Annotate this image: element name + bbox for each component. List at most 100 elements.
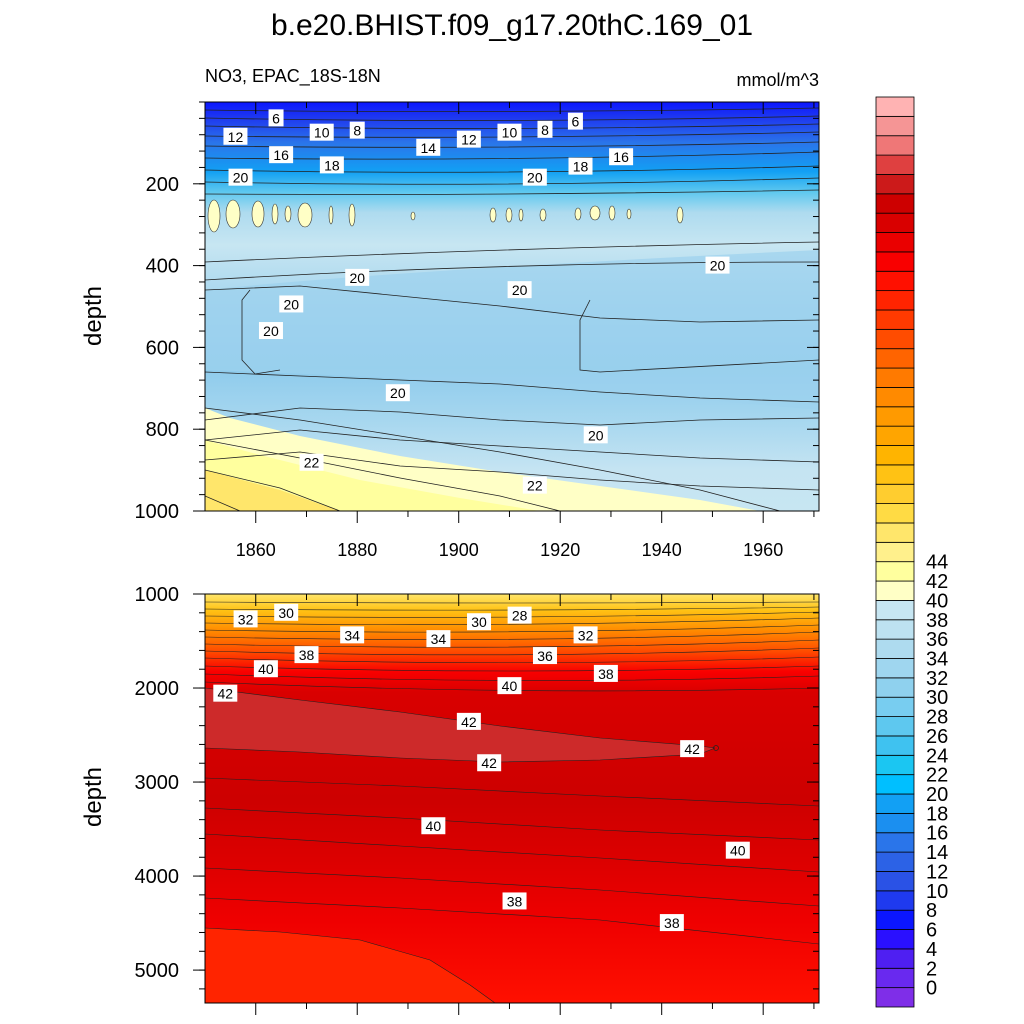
- contour-label-box: [609, 148, 634, 166]
- lower-bottom-region: [205, 928, 495, 1003]
- colorbar-swatch: [875, 483, 915, 504]
- contour-label: 6: [272, 110, 280, 126]
- contour-label-box: [573, 626, 598, 644]
- colorbar-label: 0: [926, 978, 937, 1000]
- contour-label: 30: [471, 614, 487, 630]
- colorbar-swatch: [875, 890, 915, 911]
- contour-label: 20: [527, 170, 543, 186]
- colorbar-label: 4: [926, 939, 937, 961]
- colorbar-label: 6: [926, 920, 937, 942]
- contour-label-box: [349, 121, 365, 139]
- contour-label: 42: [481, 755, 497, 771]
- contour-label-box: [522, 168, 547, 186]
- contour-label: 18: [573, 159, 589, 175]
- colorbar-swatch: [875, 967, 915, 989]
- colorbar-label: 26: [926, 726, 948, 748]
- contour-label-box: [340, 626, 365, 644]
- colorbar-label: 34: [926, 648, 948, 670]
- colorbar-swatch: [875, 522, 915, 543]
- contour-label: 40: [730, 843, 746, 859]
- colorbar-swatch: [875, 812, 915, 834]
- contour-label: 34: [344, 627, 360, 643]
- y-tick-label: 2000: [135, 678, 180, 700]
- contour-label-box: [477, 754, 502, 772]
- upper-inner-contour: [241, 289, 819, 375]
- contour-label-box: [507, 281, 532, 299]
- contour-label: 20: [588, 427, 604, 443]
- colorbar-swatch: [875, 115, 915, 137]
- contour-label: 38: [664, 915, 680, 931]
- y-tick-label: 1000: [135, 501, 180, 523]
- contour-label-box: [228, 168, 253, 186]
- x-tick-label: 1900: [439, 540, 479, 560]
- contour-label: 14: [420, 140, 436, 156]
- contour-label: 42: [461, 714, 477, 730]
- contour-label-box: [223, 127, 248, 145]
- contour-label: 34: [431, 631, 447, 647]
- x-tick-label: 1940: [642, 540, 682, 560]
- chart-title: b.e20.BHIST.f09_g17.20thC.169_01: [271, 9, 753, 42]
- contour-label: 20: [710, 258, 726, 274]
- contour-label: 10: [502, 125, 518, 141]
- colorbar-label: 18: [926, 803, 948, 825]
- contour-label: 16: [613, 149, 629, 165]
- colorbar-swatch: [875, 948, 915, 969]
- colorbar-swatch: [875, 367, 915, 388]
- y-tick-label: 4000: [135, 866, 180, 888]
- contour-label-box: [274, 603, 299, 621]
- y-tick-label: 3000: [135, 772, 180, 794]
- colorbar-swatch: [875, 619, 915, 640]
- colorbar-label: 44: [926, 552, 948, 574]
- contour-label: 38: [598, 666, 614, 682]
- contour-label-box: [507, 606, 532, 624]
- colorbar-swatch: [875, 406, 915, 427]
- contour-label-box: [567, 112, 583, 130]
- contour-label-box: [268, 109, 284, 127]
- y-tick-label: 800: [146, 419, 179, 441]
- contour-label: 38: [507, 893, 523, 909]
- colorbar-label: 40: [926, 590, 948, 612]
- colorbar-swatch: [875, 193, 915, 214]
- colorbar-swatch: [875, 135, 915, 156]
- contour-label: 36: [537, 648, 553, 664]
- contour-label: 22: [527, 478, 543, 494]
- colorbar-label: 32: [926, 668, 948, 690]
- contour-label: 40: [258, 661, 274, 677]
- contour-label-box: [258, 322, 283, 340]
- contour-label-box: [725, 841, 750, 859]
- contour-label-box: [253, 660, 278, 678]
- upper-axis: 1860 1880 1900 1920 1940 1960 200 400 600 800 1000: [135, 101, 819, 560]
- colorbar-swatch: [875, 290, 915, 311]
- upper-panel-frame: [204, 101, 820, 512]
- contour-label: 38: [299, 647, 315, 663]
- colorbar-swatch: [875, 270, 915, 292]
- lower-panel-frame: [204, 593, 820, 1004]
- contour-label: 10: [314, 125, 330, 141]
- colorbar-label: 30: [926, 687, 948, 709]
- colorbar-swatch: [875, 232, 915, 253]
- y-tick-label: 5000: [135, 960, 180, 982]
- y-tick-label: 200: [146, 174, 179, 196]
- colorbar-swatch: [875, 754, 915, 776]
- contour-label: 20: [390, 385, 406, 401]
- colorbar-swatch: [875, 909, 915, 930]
- colorbar-swatch: [875, 929, 915, 950]
- contour-label-box: [213, 684, 238, 702]
- contour-label-box: [568, 157, 593, 175]
- colorbar-swatch: [875, 503, 915, 524]
- lower-contour-labels: 32 30 34 34 30 28 32 38 36 38 40 40 42 42 42 42 40 40 38 38: [213, 603, 750, 932]
- contour-label: 12: [461, 132, 477, 148]
- contour-label-box: [497, 677, 522, 695]
- colorbar-swatch: [875, 251, 915, 272]
- colorbar-swatch: [875, 696, 915, 717]
- contour-label-box: [680, 740, 705, 758]
- x-tick-label: 1880: [337, 540, 377, 560]
- contour-label: 40: [426, 818, 442, 834]
- colorbar-swatch: [875, 658, 915, 679]
- colorbar-label: 38: [926, 610, 948, 632]
- y-tick-label: 1000: [135, 584, 180, 606]
- contour-label-box: [319, 156, 344, 174]
- colorbar-swatch: [875, 445, 915, 466]
- contour-label: 42: [218, 686, 234, 702]
